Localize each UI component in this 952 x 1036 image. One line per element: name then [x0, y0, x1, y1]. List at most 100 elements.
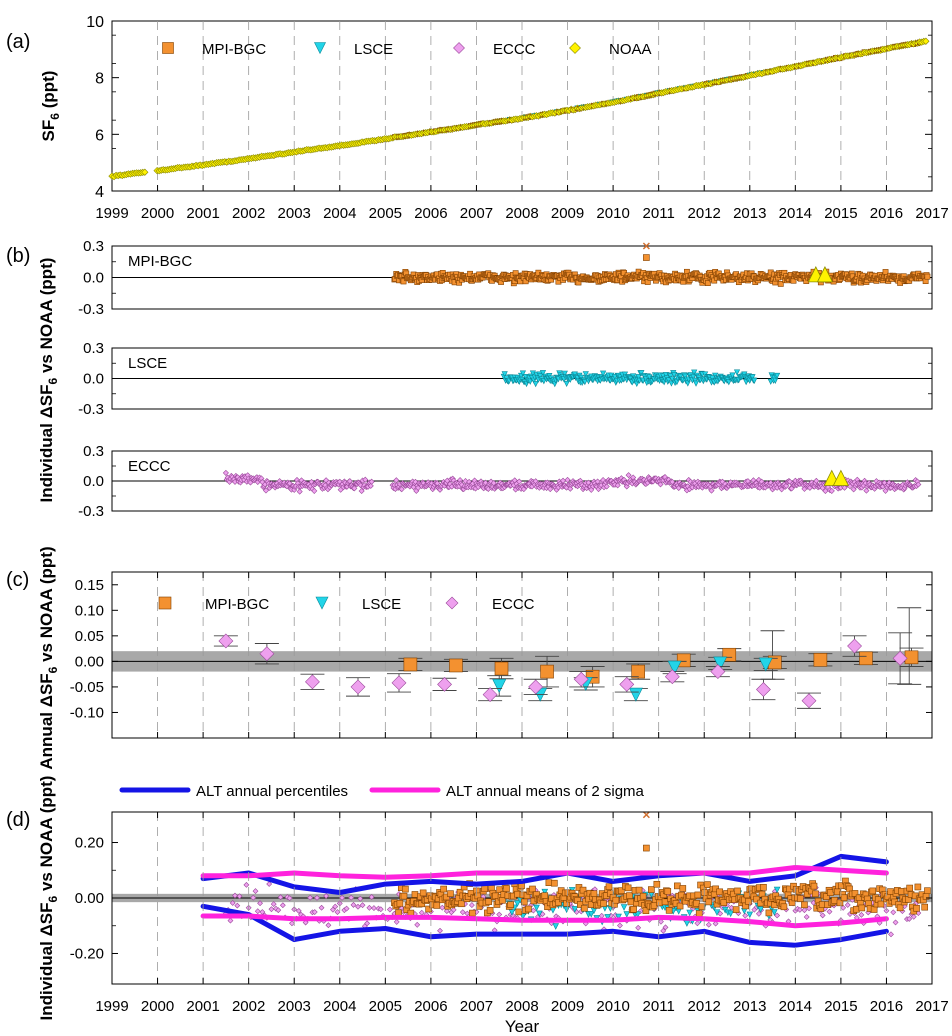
y-tick-label: 0.3 [83, 340, 104, 357]
data-point-eccc [279, 902, 286, 909]
data-point-mpi-bgc [898, 888, 905, 895]
x-tick-label: 2006 [414, 205, 447, 222]
data-point-mpi-bgc [858, 904, 866, 912]
data-point-lsce [519, 370, 526, 377]
y-tick-label: 0.0 [83, 473, 104, 490]
data-point-eccc [547, 486, 554, 493]
data-point-eccc [712, 920, 719, 927]
outlier-point [643, 254, 650, 261]
panel-a-sf6-time-series: 4 6 8 10 1999 2000 2001 2002 2003 2004 2005 2006 20… [39, 14, 949, 222]
data-point-eccc [351, 485, 358, 492]
data-point-lsce [571, 906, 579, 913]
y-tick-label: 0.05 [75, 628, 104, 645]
data-point-mpi-bgc [419, 889, 427, 897]
data-point-mpi-bgc [921, 903, 929, 911]
data-point-mpi-bgc [734, 887, 741, 895]
data-point-lsce [758, 657, 773, 672]
data-point-mpi-bgc [618, 887, 625, 894]
data-point-mpi-bgc [812, 890, 819, 898]
data-point-mpi-bgc [433, 902, 441, 909]
data-point-eccc [311, 487, 318, 494]
panel-label-d: (d) [6, 809, 30, 831]
data-point-mpi-bgc [590, 890, 598, 898]
data-point-eccc [286, 895, 293, 902]
data-point-noaa [922, 37, 930, 45]
line-alt-percentiles-lower [200, 903, 889, 948]
data-point-eccc [844, 902, 851, 908]
data-point-eccc [262, 487, 270, 494]
subpanel-name: ECCC [128, 458, 171, 475]
data-point-eccc [234, 902, 241, 909]
data-point-eccc [662, 924, 669, 931]
y-tick-label: 0.00 [75, 890, 104, 907]
panel-a-grid [157, 21, 887, 191]
data-point-lsce [667, 373, 674, 380]
legend-marker [314, 42, 326, 55]
data-point-eccc [418, 909, 425, 916]
data-point-mpi-bgc [869, 887, 877, 895]
outlier-point [642, 811, 650, 819]
data-point-eccc [334, 909, 341, 916]
data-point-eccc [786, 478, 793, 485]
data-point-mpi-bgc [499, 896, 506, 904]
data-point-mpi-bgc [695, 910, 703, 917]
panel-d-x-ticks: 1999 2000 2001 2002 2003 2004 2005 2006 2007 2008… [95, 812, 949, 1015]
data-point-eccc [625, 472, 632, 479]
data-point-lsce [634, 911, 641, 919]
data-point-eccc [915, 481, 922, 488]
x-tick-label: 2016 [870, 205, 903, 222]
data-point-eccc [594, 478, 601, 485]
subpanel-name: LSCE [128, 355, 167, 372]
data-point-eccc [755, 910, 762, 917]
y-tick-label: 0.00 [75, 653, 104, 670]
x-tick-label: 2008 [505, 998, 538, 1015]
x-tick-label: 2004 [323, 205, 356, 222]
data-point-eccc [257, 900, 263, 907]
x-tick-label: 2010 [596, 998, 629, 1015]
y-tick-label: 0.0 [83, 371, 104, 388]
data-point-eccc [437, 927, 443, 934]
panel-d-y-ticks: 0.20 0.00 -0.20 [70, 835, 932, 962]
data-point-eccc [252, 888, 259, 895]
panel-label-a: (a) [6, 31, 30, 53]
legend-marker [315, 596, 329, 610]
data-point-eccc [323, 893, 330, 899]
data-point-eccc [664, 669, 680, 685]
data-point-mpi-bgc [486, 907, 494, 914]
data-point-eccc [658, 918, 664, 925]
data-point-eccc [756, 682, 771, 697]
data-point-lsce [533, 904, 540, 912]
outlier-x-stroke [642, 242, 650, 250]
y-tick-label: -0.3 [78, 301, 104, 318]
data-point-lsce [749, 374, 756, 381]
data-point-mpi-bgc [555, 899, 562, 906]
data-point-eccc [828, 487, 835, 494]
data-point-lsce [690, 373, 697, 381]
data-point-eccc [277, 894, 284, 901]
data-point-mpi-bgc [743, 891, 751, 899]
data-point-eccc [482, 479, 489, 486]
data-point-eccc [318, 904, 325, 911]
data-point-eccc [819, 912, 826, 919]
data-point-eccc [371, 905, 377, 911]
data-point-mpi-bgc [745, 898, 752, 905]
data-point-mpi-bgc [635, 886, 643, 894]
data-point-eccc [386, 906, 393, 913]
panel-a-legend: MPI-BGC LSCE ECCC NOAA [162, 41, 652, 58]
outlier-point [643, 844, 650, 852]
panel-c-annual-differences: 0.15 0.10 0.05 0.00 -0.05 -0.10 MPI-BGC LSCE EC… [37, 546, 933, 770]
data-point-eccc [635, 924, 642, 931]
data-point-mpi-bgc [664, 888, 672, 895]
data-point-mpi-bgc [701, 889, 708, 896]
data-point-mpi-bgc [823, 893, 830, 900]
data-point-mpi-bgc [579, 886, 587, 894]
line-alt-percentiles-upper [200, 853, 889, 895]
y-tick-label: -0.3 [78, 401, 104, 418]
data-point-lsce [729, 372, 736, 379]
data-point-eccc [660, 927, 667, 934]
data-point-eccc [414, 921, 421, 928]
x-tick-label: 2005 [369, 205, 402, 222]
data-point-eccc [450, 906, 457, 913]
noaa-marker [816, 266, 834, 283]
